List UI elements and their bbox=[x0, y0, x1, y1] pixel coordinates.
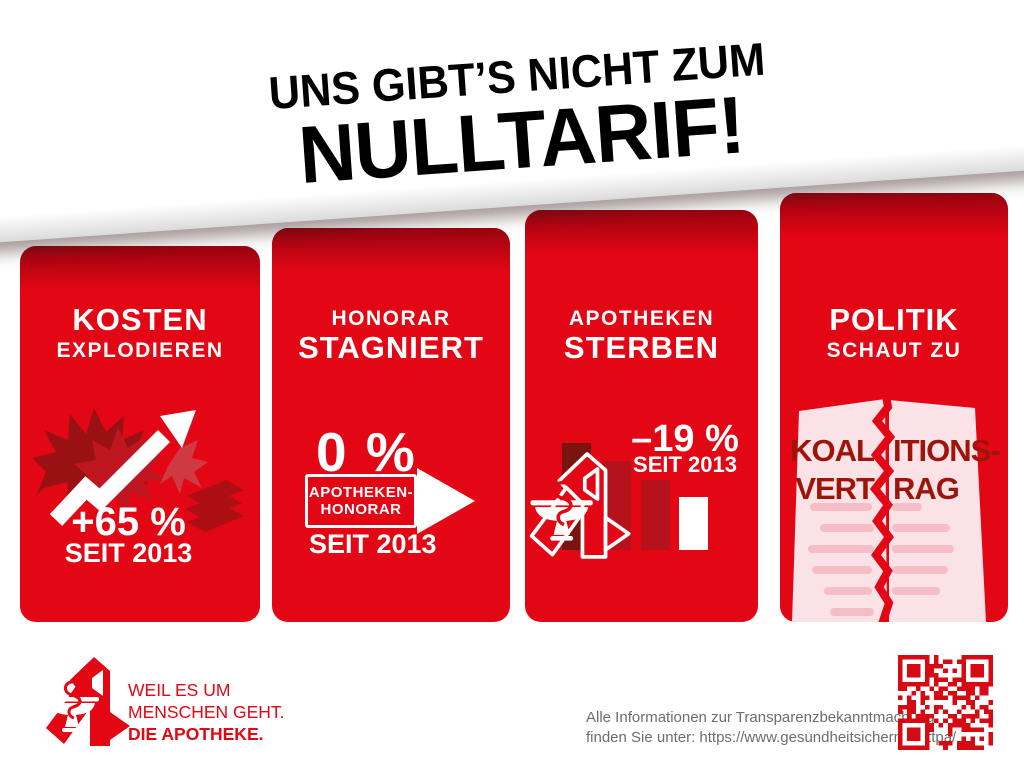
card4-title-line2: SCHAUT ZU bbox=[826, 338, 962, 362]
qr-code bbox=[898, 655, 993, 750]
card3-stat: –19 % bbox=[631, 418, 739, 460]
card2-title-line2: STAGNIERT bbox=[298, 330, 484, 366]
snake-icon bbox=[63, 680, 82, 720]
arrow-shaft: APOTHEKEN- HONORAR bbox=[305, 474, 417, 528]
doc-word2-left: VERT bbox=[795, 471, 875, 506]
card3-title-line2: STERBEN bbox=[563, 330, 720, 366]
tagline-line3: DIE APOTHEKE. bbox=[128, 724, 264, 744]
card3-since: SEIT 2013 bbox=[633, 452, 737, 477]
info-line1: Alle Informationen zur Transparenzbekann… bbox=[586, 709, 935, 726]
document-text-lines bbox=[808, 503, 954, 616]
card2-stat: 0 % bbox=[316, 421, 417, 483]
pharmacy-a-outline-icon bbox=[529, 452, 631, 559]
card1-title-line2: EXPLODIEREN bbox=[56, 338, 224, 362]
doc-word1-right: ITIONS- bbox=[893, 433, 1000, 468]
card1-title-line1: KOSTEN bbox=[72, 302, 208, 337]
card4-title-line1: POLITIK bbox=[829, 302, 959, 337]
tagline-line2: MENSCHEN GEHT. bbox=[128, 702, 285, 722]
card4-title: POLITIK SCHAUT ZU bbox=[780, 302, 1008, 364]
card1-title: KOSTEN EXPLODIEREN bbox=[20, 302, 260, 364]
doc-word1-left: KOAL bbox=[790, 433, 874, 468]
tear-zigzag bbox=[869, 395, 896, 622]
doc-word2-right: RAG bbox=[893, 471, 959, 506]
tagline-line1: WEIL ES UM bbox=[128, 680, 231, 700]
card-apotheken bbox=[525, 210, 758, 622]
snake-icon bbox=[552, 480, 573, 527]
arrow-label-line2: HONORAR bbox=[320, 501, 402, 518]
arrow-head bbox=[417, 468, 475, 534]
card2-title-line1: HONORAR bbox=[331, 307, 451, 330]
money-sheets-icon bbox=[185, 480, 244, 532]
card1-since: SEIT 2013 bbox=[64, 538, 193, 568]
card2-since: SEIT 2013 bbox=[309, 529, 437, 559]
torn-contract-icon: KOAL ITIONS- VERT RAG bbox=[780, 193, 1008, 622]
card2-title: HONORAR STAGNIERT bbox=[272, 305, 510, 365]
card1-stat: +65 % bbox=[71, 500, 186, 544]
card3-title: APOTHEKEN STERBEN bbox=[525, 305, 758, 365]
headline: UNS GIBT’S NICHT ZUM NULLTARIF! bbox=[0, 10, 1024, 222]
apotheke-a-logo bbox=[45, 657, 130, 746]
transparency-info: Alle Informationen zur Transparenzbekann… bbox=[586, 708, 956, 748]
card-honorar bbox=[272, 228, 510, 622]
card-kosten bbox=[20, 246, 260, 622]
brand-tagline: WEIL ES UM MENSCHEN GEHT. DIE APOTHEKE. bbox=[128, 679, 285, 745]
info-line2: finden Sie unter: https://www.gesundheit… bbox=[586, 729, 957, 746]
arrow-label-line1: APOTHEKEN- bbox=[308, 484, 414, 501]
card3-title-line1: APOTHEKEN bbox=[568, 307, 715, 330]
explosion-rising-arrow-icon bbox=[32, 408, 244, 532]
